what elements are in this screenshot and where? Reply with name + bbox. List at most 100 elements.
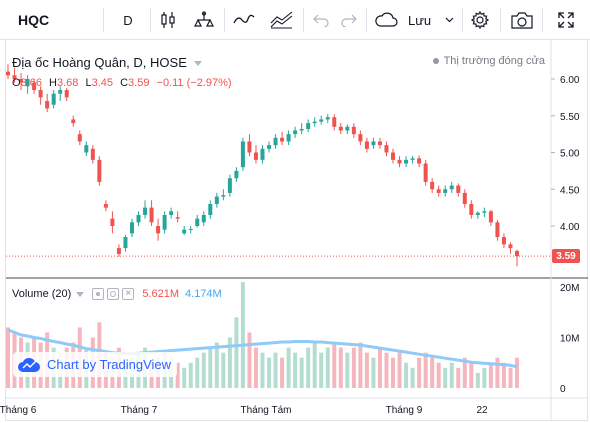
candle[interactable] xyxy=(77,130,82,146)
candle[interactable] xyxy=(38,86,43,105)
candle[interactable] xyxy=(371,137,376,149)
chart-area[interactable] xyxy=(5,40,588,421)
candle[interactable] xyxy=(110,211,115,234)
candle[interactable] xyxy=(71,115,76,127)
chart-type-button[interactable] xyxy=(153,0,183,40)
candle[interactable] xyxy=(410,156,415,164)
candle[interactable] xyxy=(501,233,506,249)
candle[interactable] xyxy=(443,185,448,197)
chevron-down-icon[interactable] xyxy=(194,61,203,67)
candle[interactable] xyxy=(84,141,89,157)
candle[interactable] xyxy=(64,87,69,102)
fullscreen-button[interactable] xyxy=(550,0,582,40)
chevron-down-icon[interactable] xyxy=(76,291,85,297)
candle[interactable] xyxy=(32,79,37,94)
candle[interactable] xyxy=(136,211,141,226)
candle[interactable] xyxy=(227,174,232,197)
candle[interactable] xyxy=(286,130,291,146)
candle[interactable] xyxy=(273,134,278,149)
candle[interactable] xyxy=(6,64,10,79)
candle[interactable] xyxy=(149,200,154,226)
candle[interactable] xyxy=(515,249,519,267)
candle[interactable] xyxy=(129,218,134,238)
candle[interactable] xyxy=(188,226,193,234)
candle[interactable] xyxy=(25,75,30,94)
close-icon[interactable]: × xyxy=(122,288,135,300)
candle[interactable] xyxy=(195,214,200,228)
candle[interactable] xyxy=(482,207,487,218)
candle[interactable] xyxy=(319,115,324,125)
undo-button[interactable] xyxy=(308,0,334,40)
candle[interactable] xyxy=(495,220,500,241)
symbol-search-button[interactable]: HQC xyxy=(10,0,100,40)
candle[interactable] xyxy=(247,134,252,157)
compare-button[interactable] xyxy=(264,0,300,40)
candle[interactable] xyxy=(103,200,108,212)
candle[interactable] xyxy=(436,185,441,197)
candle[interactable] xyxy=(449,181,454,193)
candle[interactable] xyxy=(508,242,513,254)
candle[interactable] xyxy=(280,131,285,146)
candle[interactable] xyxy=(332,114,337,131)
candle[interactable] xyxy=(462,189,467,208)
candle[interactable] xyxy=(123,234,128,252)
candle[interactable] xyxy=(253,145,258,164)
candle[interactable] xyxy=(384,141,389,157)
interval-button[interactable]: D xyxy=(108,0,148,40)
candle[interactable] xyxy=(51,90,56,109)
time-tick-label: 22 xyxy=(476,405,488,416)
candle[interactable] xyxy=(456,183,461,197)
save-layout-button[interactable]: Lưu xyxy=(374,0,460,40)
candle[interactable] xyxy=(208,200,213,219)
candle[interactable] xyxy=(260,145,265,164)
tradingview-cloud-icon xyxy=(18,357,40,372)
candle[interactable] xyxy=(358,130,363,146)
candle[interactable] xyxy=(143,200,148,219)
candle[interactable] xyxy=(221,189,226,201)
candle[interactable] xyxy=(175,211,180,223)
settings-button[interactable] xyxy=(465,0,495,40)
candle[interactable] xyxy=(345,124,350,135)
candle[interactable] xyxy=(169,207,174,219)
candle[interactable] xyxy=(488,209,493,226)
candle[interactable] xyxy=(182,226,187,235)
eye-icon[interactable] xyxy=(92,288,105,300)
candle[interactable] xyxy=(19,73,24,91)
candle[interactable] xyxy=(116,244,121,257)
candle[interactable] xyxy=(417,155,422,168)
candle[interactable] xyxy=(45,93,50,113)
indicators-button[interactable] xyxy=(188,0,220,40)
gear-icon[interactable] xyxy=(107,288,120,300)
candle[interactable] xyxy=(267,141,272,153)
candle[interactable] xyxy=(475,211,480,219)
candle[interactable] xyxy=(469,200,474,219)
candle[interactable] xyxy=(397,156,402,168)
candle[interactable] xyxy=(234,167,239,182)
candle[interactable] xyxy=(12,67,17,83)
line-drawing-button[interactable] xyxy=(228,0,260,40)
redo-button[interactable] xyxy=(336,0,362,40)
candle[interactable] xyxy=(351,123,356,138)
candle[interactable] xyxy=(299,123,304,135)
candle[interactable] xyxy=(162,211,167,234)
candle[interactable] xyxy=(430,178,435,193)
candle[interactable] xyxy=(312,117,317,127)
tradingview-watermark[interactable]: Chart by TradingView xyxy=(13,352,178,377)
candle[interactable] xyxy=(240,137,245,171)
candle[interactable] xyxy=(338,123,343,135)
candle[interactable] xyxy=(156,218,161,241)
candle[interactable] xyxy=(90,145,95,164)
candle[interactable] xyxy=(364,137,369,153)
candle[interactable] xyxy=(58,86,63,102)
candle[interactable] xyxy=(306,119,311,132)
candle[interactable] xyxy=(214,192,219,208)
candle[interactable] xyxy=(391,148,396,164)
candle[interactable] xyxy=(404,156,409,168)
candle[interactable] xyxy=(201,211,206,226)
candle[interactable] xyxy=(377,137,382,149)
candle[interactable] xyxy=(293,126,298,138)
candle[interactable] xyxy=(97,156,102,186)
candle[interactable] xyxy=(423,159,428,186)
snapshot-button[interactable] xyxy=(506,0,538,40)
candle[interactable] xyxy=(325,114,330,124)
